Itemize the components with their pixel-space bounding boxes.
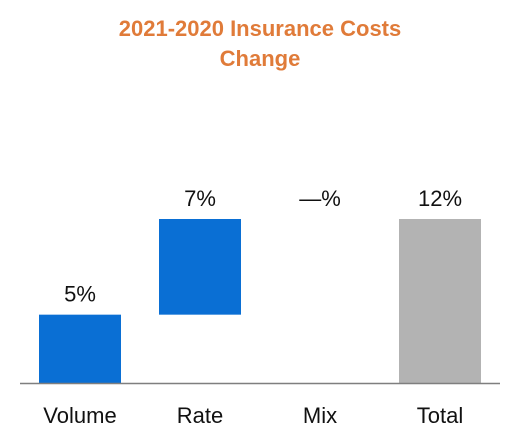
value-label-total: 12% — [418, 186, 462, 211]
chart-title: 2021-2020 Insurance Costs Change — [0, 14, 520, 74]
chart-title-line-1: 2021-2020 Insurance Costs — [118, 16, 402, 41]
value-label-volume: 5% — [64, 282, 96, 307]
chart-title-line-2: Change — [219, 46, 301, 71]
bar-rate — [159, 219, 241, 315]
value-label-rate: 7% — [184, 186, 216, 211]
bar-total — [399, 219, 481, 383]
category-label-total: Total — [417, 403, 463, 428]
value-label-mix: —% — [299, 186, 341, 211]
category-label-volume: Volume — [43, 403, 116, 428]
category-label-rate: Rate — [177, 403, 223, 428]
bar-volume — [39, 314, 121, 383]
category-label-mix: Mix — [303, 403, 337, 428]
